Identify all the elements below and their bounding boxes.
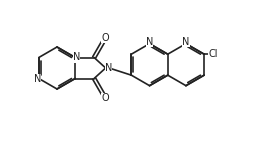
Text: O: O	[101, 93, 109, 103]
Text: O: O	[101, 33, 109, 43]
Text: N: N	[105, 63, 112, 73]
Text: N: N	[182, 37, 190, 47]
Text: N: N	[34, 74, 41, 84]
Text: N: N	[73, 52, 80, 62]
Text: Cl: Cl	[208, 49, 218, 59]
Text: N: N	[146, 37, 153, 47]
